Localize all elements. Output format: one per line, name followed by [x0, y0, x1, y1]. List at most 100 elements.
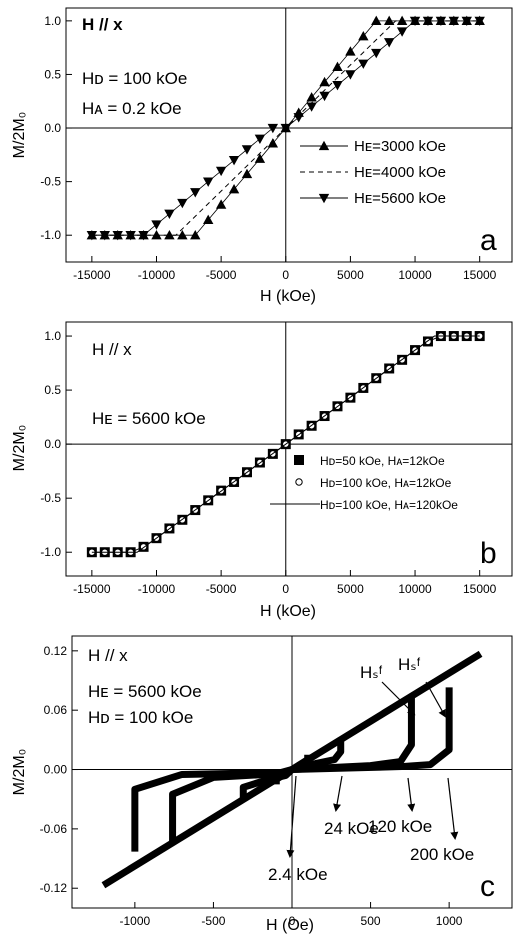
panel-c-frame [71, 635, 513, 909]
panel-a-legend-label: Hᴇ=4000 kOe [354, 164, 446, 181]
panel-b-xtick-label: -15000 [73, 582, 111, 596]
panel-a-series-0-point [177, 230, 188, 240]
panel-a-series-0-point [396, 15, 408, 26]
panel-b-xtick-label: 10000 [398, 582, 432, 596]
panel-a-series-2-point [396, 27, 408, 37]
panel-b-legend-swatch [294, 455, 304, 465]
panel-a-series-2-point [203, 177, 214, 187]
panel-c-xtick-label: 0 [289, 914, 296, 928]
panel-a-series-2-point [474, 16, 485, 27]
panel-a-series-0-point [151, 230, 162, 240]
panel-a-series-2-point [241, 145, 253, 155]
panel-c-annotation-he: Hᴇ = 5600 kOe [88, 682, 202, 701]
arrow-2_4koe [286, 775, 297, 858]
panel-a-ticks: -15000 -10000 -5000 0 5000 10000 15000 -1.0 -0.5… [40, 8, 512, 282]
panel-b-ytick-label: 0.5 [44, 383, 61, 397]
panel-a-series-2-point [409, 16, 421, 27]
panel-a-series-2-point [461, 16, 472, 27]
panel-b-ytick-label: 0.0 [44, 437, 61, 451]
panel-c-arrows [286, 681, 459, 858]
panel-a-series-2-point [138, 231, 149, 241]
panel-b-ytick-label: 1.0 [44, 329, 61, 343]
panel-c-ytick-label: 0.12 [44, 644, 68, 658]
panel-c-ytick-label: 0.00 [44, 763, 68, 777]
panel-b: -15000 -10000 -5000 0 5000 10000 15000 -1.0 -0.5… [11, 321, 513, 620]
panel-a-series-2-point [371, 48, 382, 59]
panel-a-series-2-point [228, 156, 240, 166]
panel-a-ytick-label: 0.5 [44, 67, 61, 81]
panel-a-series-2-point [422, 16, 434, 27]
panel-c-xtick-label: -500 [201, 914, 225, 928]
panel-a-ylabel: M/2M₀ [11, 112, 28, 159]
panel-b-xlabel: H (kOe) [260, 603, 316, 620]
panel-a-xtick-label: 0 [282, 268, 289, 282]
panel-a-ytick-label: 0.0 [44, 121, 61, 135]
panel-c-ylabel: M/2M₀ [11, 749, 28, 796]
panel-c-annotation-title: H // x [88, 646, 128, 665]
panel-a-series-0-point [164, 230, 175, 240]
panel-c-xtick-label: 1000 [436, 914, 463, 928]
panel-b-annotation-title: H // x [92, 340, 132, 359]
panel-c-label-24: 24 kOe [324, 819, 379, 838]
panel-c-series [101, 650, 483, 889]
panel-b-label: b [480, 537, 497, 570]
panel-a-series-2-point [280, 123, 291, 134]
panel-b-ytick-label: -0.5 [40, 491, 61, 505]
panel-c-hsf-label-2: Hₛᶠ [398, 655, 421, 674]
panel-a-series-2-point [306, 102, 317, 112]
panel-a-series-0-point [371, 15, 382, 26]
panel-a-xtick-label: 5000 [337, 268, 364, 282]
panel-a-series-2-point [254, 134, 266, 144]
panel-c-label-120: 120 kOe [368, 817, 432, 836]
panel-a-series-2-point [177, 198, 188, 209]
panel-a-annotation-ha: Hᴀ = 0.2 kOe [82, 99, 182, 118]
panel-a-series-0-point [358, 30, 369, 41]
panel-a-label: a [480, 224, 497, 257]
panel-b-series-2-line [91, 335, 480, 553]
panel-a-series-0-point [190, 230, 201, 240]
panel-c-ticks: -1000 -500 0 500 1000 -0.12 -0.06 0.00 0.06 0.12 [40, 636, 512, 928]
panel-a-series-2-point [383, 38, 395, 48]
panel-b-series [86, 331, 485, 558]
panel-c-hsf-label-1: Hₛᶠ [360, 663, 383, 682]
panel-a-series-0-point [345, 46, 356, 56]
panel-b-ytick-label: -1.0 [40, 545, 61, 559]
panel-a-series-2-point [345, 70, 356, 80]
panel-a-series-0-point [241, 168, 253, 179]
panel-a-xtick-label: -15000 [73, 268, 111, 282]
panel-a-series-2-point [358, 59, 369, 69]
panel-a-series-0-point [267, 138, 279, 148]
arrow-hsf-1 [381, 681, 416, 716]
panel-c-label-200: 200 kOe [410, 845, 474, 864]
panel-c-ytick-label: -0.12 [40, 881, 68, 895]
panel-a-series-0-point [215, 199, 227, 209]
panel-b-ticks: -15000 -10000 -5000 0 5000 10000 15000 -1.0 -0.5… [40, 322, 512, 596]
panel-a-legend-swatch [318, 193, 330, 204]
panel-a-series-2-point [319, 91, 330, 102]
panel-a-series-2-point [215, 166, 227, 177]
panel-a-series [86, 15, 485, 241]
panel-b-legend-label: Hᴅ=100 kOe, Hᴀ=12kOe [320, 476, 452, 490]
panel-a-annotation-hd: Hᴅ = 100 kOe [82, 69, 187, 88]
panel-c: -1000 -500 0 500 1000-0.12-0.060.000.060.12 … [11, 635, 513, 934]
panel-a-series-2-point [151, 220, 162, 230]
arrow-200koe [447, 777, 459, 840]
panel-b-frame [65, 321, 513, 577]
panel-a-legend-label: Hᴇ=3000 kOe [354, 138, 446, 155]
panel-a-series-2-point [112, 231, 123, 241]
panel-a-ytick-label: -1.0 [40, 228, 61, 242]
panel-a-series-0-point [228, 184, 240, 194]
panel-a-annotation-title: H // x [82, 15, 123, 34]
panel-a-series-0-point [306, 92, 317, 102]
panel-b-xtick-label: 5000 [337, 582, 364, 596]
panel-c-xlabel: H (Oe) [266, 917, 314, 934]
arrow-24koe [333, 775, 343, 812]
panel-c-xtick-label: -1000 [120, 914, 151, 928]
panel-b-xtick-label: 0 [282, 582, 289, 596]
panel-a-series-2-point [190, 188, 201, 198]
panel-b-annotation-he: Hᴇ = 5600 kOe [92, 409, 206, 428]
panel-c-series-4-line [272, 754, 312, 785]
panel-b-legend: Hᴅ=50 kOe, Hᴀ=12kOe Hᴅ=100 kOe, Hᴀ=12kOe H… [270, 454, 458, 512]
panel-a-series-2-point [86, 231, 98, 241]
